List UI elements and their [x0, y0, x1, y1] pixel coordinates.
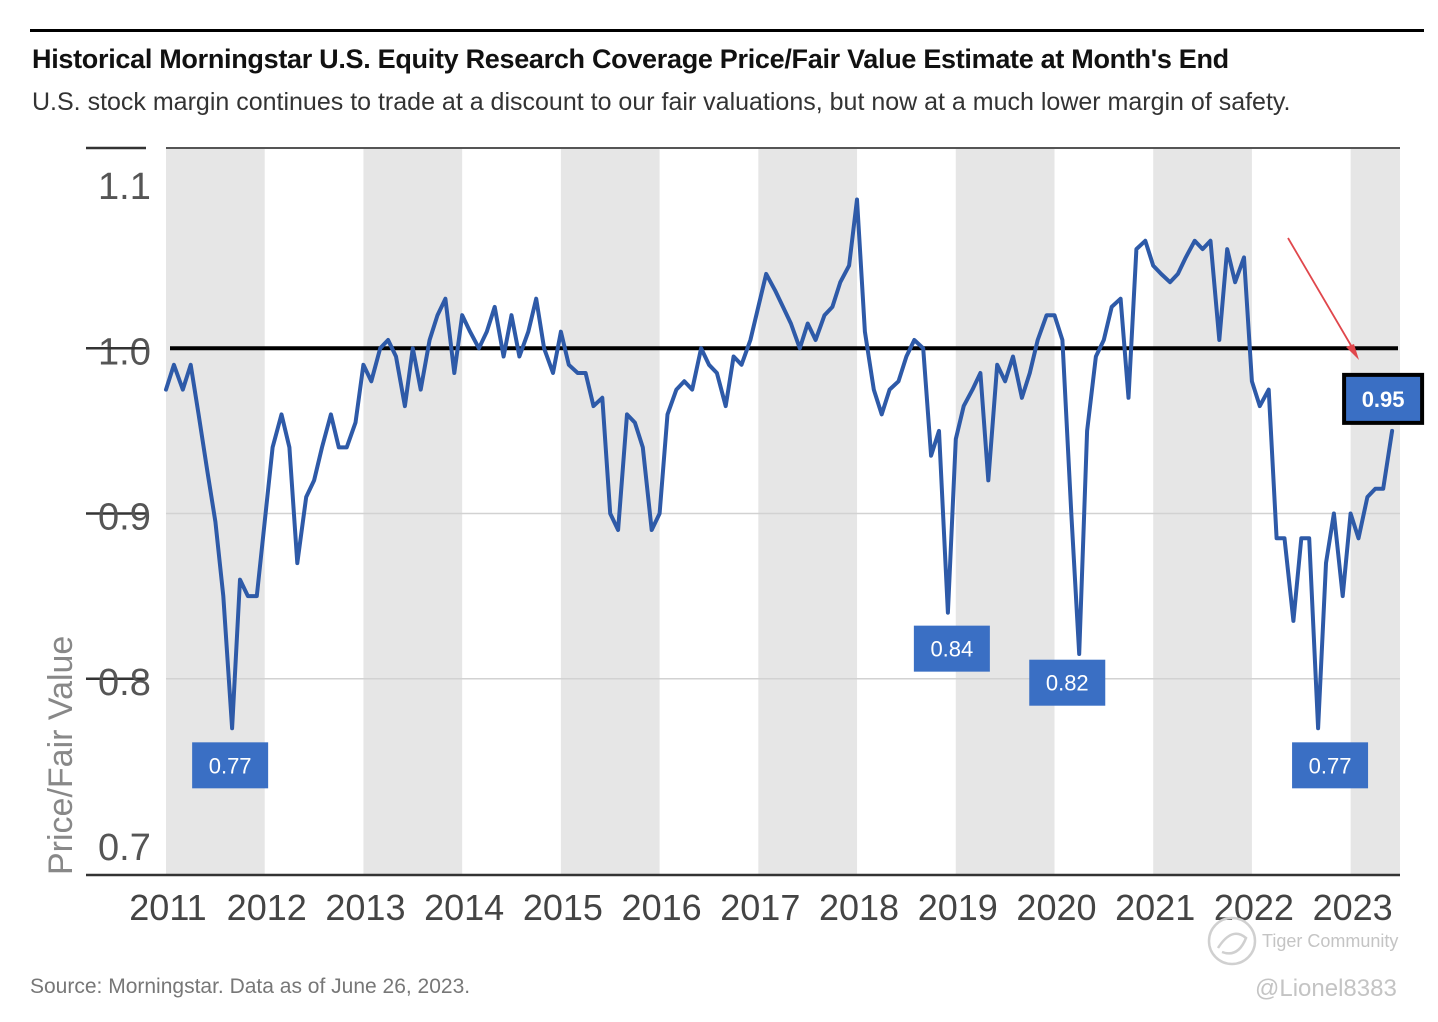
- annotation-box-1: [913, 625, 990, 672]
- arrow-group: [1287, 237, 1359, 360]
- annotation-label-1: 0.84: [930, 637, 973, 662]
- x-tick-label-2018: 2018: [819, 887, 899, 928]
- series-line-0: [164, 197, 1395, 731]
- annotation-box-4: [1342, 372, 1425, 425]
- x-tick-label-2015: 2015: [523, 887, 603, 928]
- top-rule: [30, 29, 1424, 32]
- tiger-logo-icon: [1207, 916, 1257, 966]
- source-note: Source: Morningstar. Data as of June 26,…: [30, 975, 471, 998]
- annotation-label-2: 0.82: [1046, 671, 1089, 696]
- x-tick-label-2020: 2020: [1016, 887, 1096, 928]
- x-tick-label-2021: 2021: [1115, 887, 1195, 928]
- y-tick-label-0.8: 0.8: [98, 662, 151, 704]
- annotation-box-3: [1292, 742, 1369, 789]
- x-tick-label-2019: 2019: [918, 887, 998, 928]
- y-tick-label-1.1: 1.1: [98, 166, 151, 208]
- gridlines: [86, 146, 1400, 877]
- y-tick-label-0.7: 0.7: [98, 827, 151, 869]
- x-tick-label-2023: 2023: [1313, 887, 1393, 928]
- annotation-label-3: 0.77: [1309, 753, 1352, 778]
- x-tick-label-2022: 2022: [1214, 887, 1294, 928]
- y-axis: 0.7 0.8 0.9 1.0 1.1 Price/Fair Value: [42, 166, 151, 875]
- chart-title: Historical Morningstar U.S. Equity Resea…: [32, 44, 1229, 74]
- annotation-label-4: 0.95: [1362, 387, 1405, 412]
- annotation-box-2: [1029, 659, 1106, 706]
- shaded-band-2017: [758, 148, 858, 875]
- shaded-band-2013: [363, 148, 463, 875]
- x-tick-label-2016: 2016: [622, 887, 702, 928]
- shaded-year-bands: [166, 148, 1400, 875]
- annotation-box-0: [192, 742, 269, 789]
- arrow-head-icon: [1346, 344, 1359, 360]
- x-tick-label-2013: 2013: [325, 887, 405, 928]
- x-tick-label-2017: 2017: [720, 887, 800, 928]
- x-axis: 2011 2012 2013 2014 2015 2016 2017 2018 2019 2020…: [129, 887, 1392, 928]
- annotations-group: 0.77 0.84 0.82 0.77 0.95: [192, 372, 1425, 789]
- y-tick-label-0.9: 0.9: [98, 497, 151, 539]
- watermark-brand: Tiger Community: [1262, 931, 1399, 951]
- x-tick-label-2014: 2014: [424, 887, 504, 928]
- y-tick-label-1.0: 1.0: [98, 331, 151, 373]
- annotation-label-0: 0.77: [209, 753, 252, 778]
- chart-subtitle: U.S. stock margin continues to trade at …: [32, 88, 1291, 116]
- arrow-shaft: [1287, 237, 1357, 355]
- watermark-handle: @Lionel8383: [1255, 975, 1397, 1002]
- shaded-band-2019: [955, 148, 1055, 875]
- series-group: [164, 197, 1395, 731]
- x-tick-label-2012: 2012: [227, 887, 307, 928]
- y-axis-title: Price/Fair Value: [42, 636, 80, 875]
- x-tick-label-2011: 2011: [129, 887, 206, 928]
- shaded-band-2021: [1153, 148, 1252, 875]
